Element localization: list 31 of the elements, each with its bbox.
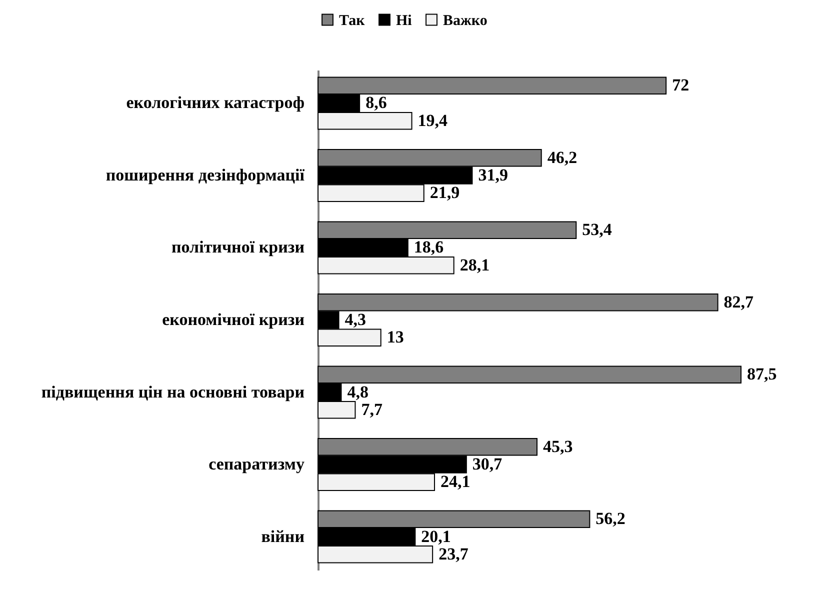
y-tick-label: поширення дезінформації	[106, 165, 305, 184]
y-tick-label: політичної кризи	[171, 238, 305, 257]
data-label: 31,9	[478, 165, 508, 184]
legend-label: Важко	[443, 12, 488, 29]
legend-label: Так	[339, 12, 366, 29]
y-tick-label: війни	[261, 526, 305, 546]
data-label: 46,2	[547, 148, 578, 167]
y-tick-label: підвищення цін на основні товари	[41, 382, 305, 402]
data-label: 45,3	[542, 436, 573, 456]
data-label: 24,1	[440, 472, 470, 492]
data-label: 4,8	[347, 382, 368, 402]
y-tick-label: сепаратизму	[208, 454, 305, 474]
legend-label: Ні	[396, 12, 412, 29]
data-label: 13	[386, 328, 404, 347]
y-tick-label: екологічних катастроф	[126, 93, 305, 112]
data-label: 21,9	[430, 183, 460, 202]
data-label: 8,6	[366, 93, 387, 112]
data-label: 23,7	[438, 544, 469, 564]
data-label: 7,7	[361, 400, 383, 419]
data-label: 18,6	[414, 238, 444, 257]
data-label: 30,7	[472, 454, 503, 474]
data-label: 72	[672, 76, 690, 95]
data-label: 4,3	[344, 310, 366, 329]
y-tick-label: економічної кризи	[162, 310, 305, 329]
data-label: 82,7	[724, 292, 754, 312]
data-label: 53,4	[582, 220, 612, 240]
data-label: 20,1	[421, 526, 451, 546]
data-label: 87,5	[747, 364, 777, 384]
data-label: 19,4	[418, 110, 448, 130]
data-label: 28,1	[460, 255, 490, 274]
data-label: 56,2	[596, 509, 626, 528]
